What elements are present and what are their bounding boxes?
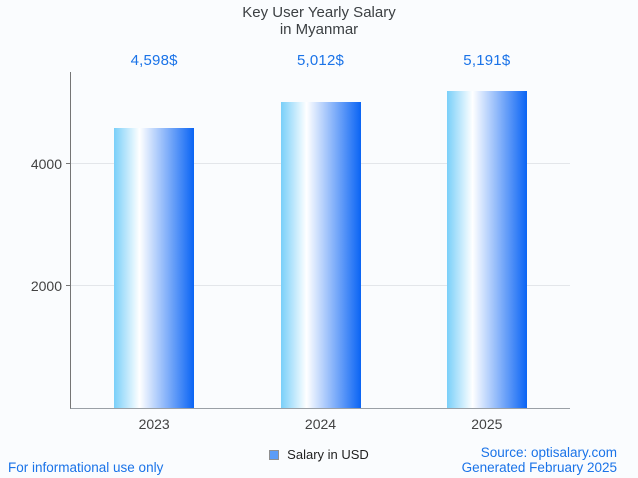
chart-title-line1: Key User Yearly Salary xyxy=(242,4,396,21)
legend-label: Salary in USD xyxy=(287,447,369,462)
chart-title-line2: in Myanmar xyxy=(279,21,359,38)
x-axis-label: 2025 xyxy=(471,416,503,432)
disclaimer-text: For informational use only xyxy=(8,460,164,475)
bar-value-label: 5,012$ xyxy=(296,52,345,69)
bar[interactable] xyxy=(447,91,527,408)
chart-title: Key User Yearly Salary in Myanmar xyxy=(0,4,638,38)
bar[interactable] xyxy=(281,102,361,408)
x-axis-label: 2023 xyxy=(138,416,170,432)
bar[interactable] xyxy=(114,128,194,408)
bar-value-label: 4,598$ xyxy=(130,52,178,69)
generated-text: Generated February 2025 xyxy=(461,460,617,475)
legend-swatch-icon xyxy=(269,449,280,460)
y-tickmark xyxy=(66,163,71,164)
x-axis-label: 2024 xyxy=(304,416,337,432)
source-text: Source: optisalary.com xyxy=(480,445,617,460)
legend: Salary in USD xyxy=(0,447,638,462)
plot-area: 2000 4000 2023 4,598$ 2024 5,012$ 2025 5,191$ xyxy=(31,52,570,432)
y-axis-label: 2000 xyxy=(30,278,62,294)
source-block: Source: optisalary.com Generated Februar… xyxy=(462,445,617,475)
y-axis-label: 4000 xyxy=(30,156,62,172)
y-tickmark xyxy=(66,285,71,286)
bar-value-label: 5,191$ xyxy=(463,52,511,69)
